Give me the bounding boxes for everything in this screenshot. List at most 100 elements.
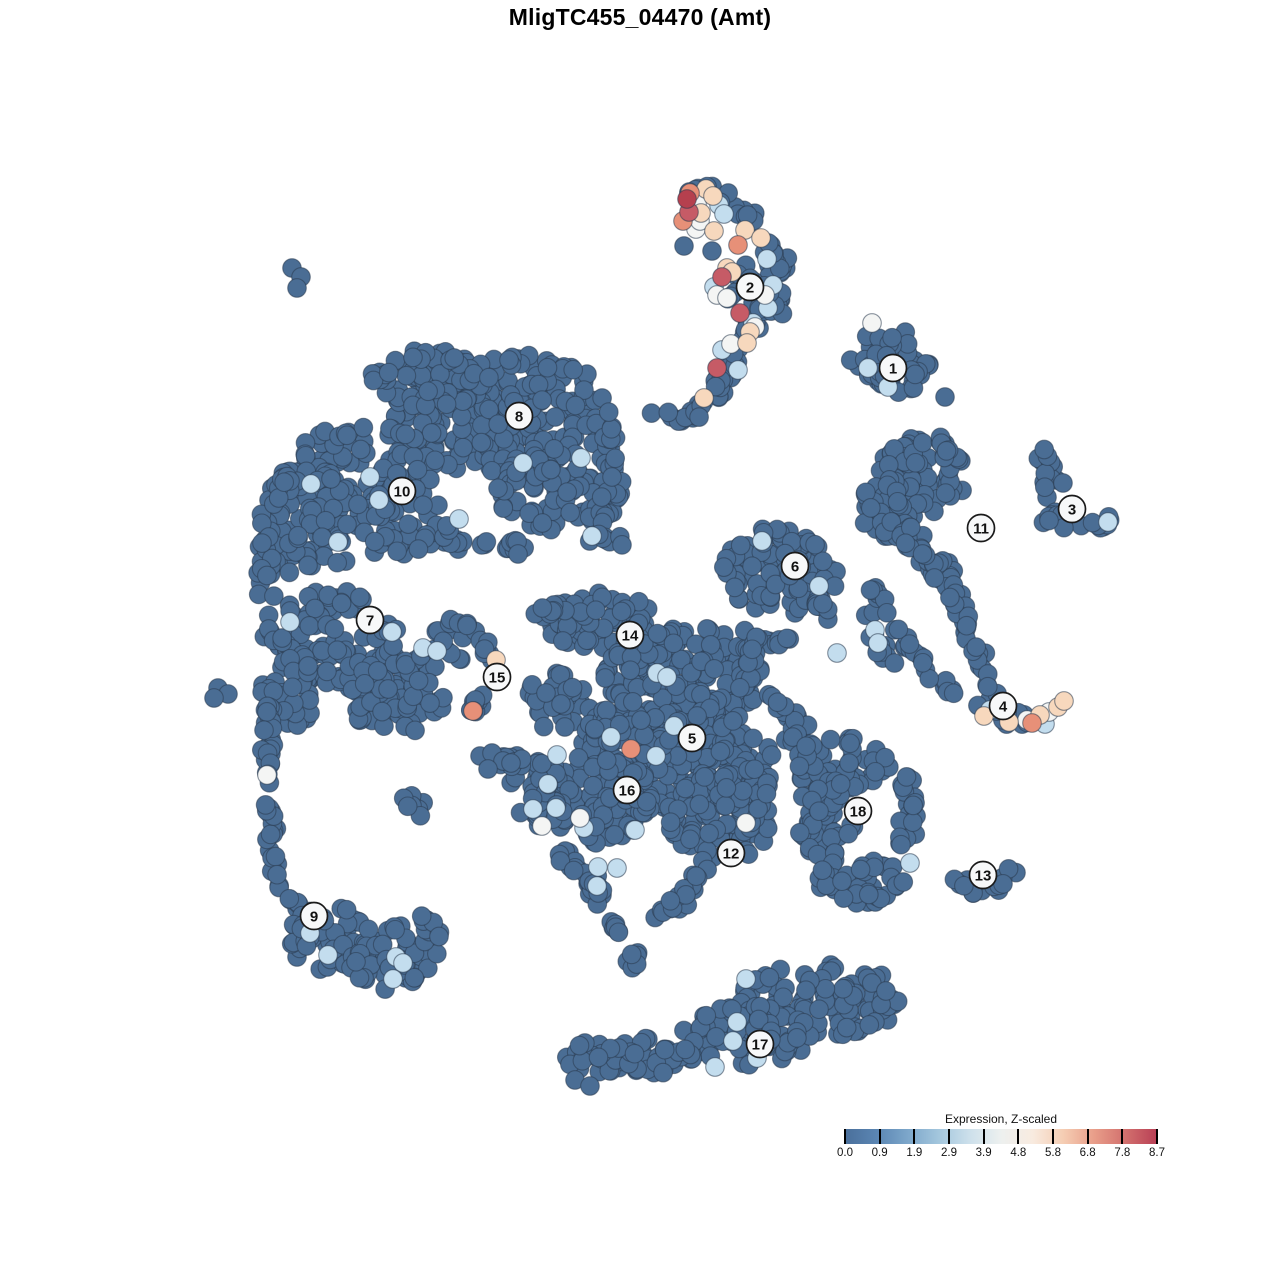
svg-text:2: 2: [746, 280, 754, 297]
legend-tick-label: 4.8: [1010, 1147, 1027, 1159]
data-point: [703, 186, 723, 206]
data-point: [694, 767, 715, 787]
data-point: [478, 759, 498, 779]
data-point: [554, 717, 575, 737]
data-point: [393, 953, 413, 973]
data-point: [706, 1027, 726, 1047]
data-point: [687, 706, 707, 726]
data-point: [839, 753, 859, 773]
legend-tick-label: 7.8: [1114, 1147, 1131, 1159]
data-point: [896, 767, 917, 787]
data-point: [759, 967, 780, 988]
cluster-label-2: 2: [735, 272, 765, 302]
data-point: [620, 660, 641, 681]
data-point: [337, 514, 357, 535]
data-point: [569, 1035, 590, 1056]
data-point: [789, 756, 810, 777]
data-point: [453, 437, 473, 458]
svg-text:10: 10: [394, 484, 411, 501]
data-point: [536, 683, 556, 703]
data-point: [704, 221, 724, 241]
data-point: [532, 390, 552, 410]
legend-title: Expression, Z-scaled: [944, 1112, 1058, 1126]
data-point: [279, 888, 300, 909]
data-point: [537, 357, 558, 378]
data-point: [476, 532, 497, 552]
data-point: [742, 556, 762, 577]
data-point: [596, 750, 617, 771]
data-point: [943, 683, 964, 704]
data-point: [858, 884, 879, 905]
data-point: [557, 482, 578, 502]
data-point: [372, 701, 392, 722]
legend-tick: [878, 1129, 881, 1144]
data-point: [743, 728, 763, 749]
data-point: [272, 628, 292, 648]
data-point: [255, 795, 276, 815]
data-point: [257, 765, 277, 785]
data-point: [315, 510, 336, 531]
data-point: [571, 448, 591, 468]
data-point: [563, 359, 584, 380]
svg-text:17: 17: [752, 1037, 769, 1054]
data-point: [560, 502, 581, 523]
data-point: [591, 487, 612, 507]
svg-text:15: 15: [489, 670, 506, 687]
legend-tick-labels: 0.0 0.9 1.9 2.9 3.9 4.8 5.8 6.8 7.8 8.7: [837, 1147, 1165, 1163]
data-point: [550, 851, 571, 871]
data-point: [403, 347, 423, 368]
data-point: [595, 668, 615, 688]
data-point: [713, 557, 734, 577]
data-point: [956, 615, 977, 636]
data-point: [299, 616, 320, 636]
data-point: [288, 525, 308, 546]
data-point: [570, 808, 590, 828]
data-point: [267, 864, 287, 885]
data-point: [893, 872, 914, 892]
data-point: [641, 403, 662, 423]
data-point: [501, 753, 521, 773]
data-point: [418, 958, 438, 979]
data-point: [387, 541, 407, 562]
data-point: [737, 333, 757, 353]
data-point: [1039, 510, 1059, 531]
legend-tick-label: 0.9: [871, 1147, 888, 1159]
data-point: [895, 533, 916, 554]
data-point: [653, 1062, 673, 1083]
data-point: [621, 739, 641, 759]
data-point: [318, 945, 338, 965]
data-point: [887, 491, 908, 512]
data-point: [1034, 477, 1055, 498]
legend-tick-label: 8.7: [1149, 1147, 1165, 1159]
data-point: [408, 539, 429, 559]
data-point: [421, 423, 442, 443]
data-point: [425, 450, 445, 471]
data-point: [647, 623, 668, 644]
data-point: [730, 535, 751, 556]
data-point: [671, 649, 691, 670]
data-point: [832, 871, 852, 892]
data-point: [513, 453, 533, 473]
data-point: [264, 586, 284, 606]
cluster-label-9: 9: [299, 901, 329, 931]
data-point: [812, 551, 833, 572]
data-point: [1054, 691, 1074, 711]
data-point: [274, 472, 295, 493]
data-point: [260, 824, 281, 845]
data-point: [321, 469, 341, 489]
data-point: [935, 483, 956, 503]
data-point: [751, 228, 771, 248]
data-point: [689, 407, 709, 427]
data-point: [882, 327, 902, 348]
legend-tick-label: 2.9: [941, 1147, 957, 1159]
cluster-label-7: 7: [355, 605, 385, 635]
data-point: [588, 1047, 609, 1068]
legend-tick-label: 5.8: [1045, 1147, 1061, 1159]
data-point: [1098, 512, 1118, 532]
data-point: [704, 659, 725, 679]
data-point: [383, 969, 403, 989]
data-point: [912, 544, 933, 564]
data-point: [604, 825, 625, 845]
data-point: [836, 1017, 857, 1038]
data-point: [493, 498, 514, 518]
